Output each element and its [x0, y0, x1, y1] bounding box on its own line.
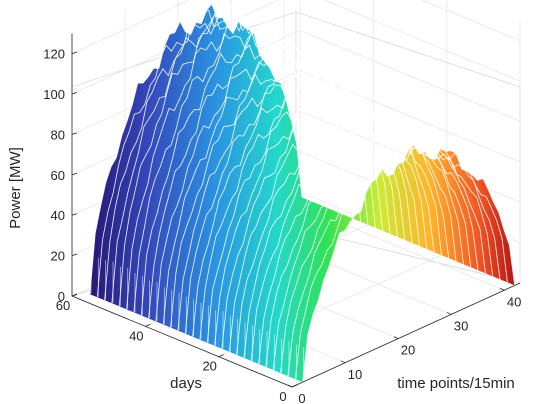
z-tick-mark [71, 132, 78, 135]
day-profile-line [294, 139, 508, 380]
day-profile-line [177, 64, 391, 331]
day-profile-line [126, 13, 340, 310]
x-tick-label: 30 [454, 318, 468, 333]
x-tick-label: 40 [507, 294, 521, 309]
day-profile-line [133, 19, 347, 313]
day-profile-line [111, 4, 325, 304]
y-tick-mark [71, 293, 78, 297]
x-tick-label: 10 [348, 367, 362, 382]
day-profile-line [140, 30, 354, 316]
y-tick-label: 60 [56, 298, 70, 313]
day-profile-line [272, 129, 486, 371]
day-profile-line [155, 43, 369, 322]
z-tick-label: 60 [51, 168, 65, 183]
y-tick-label: 0 [279, 389, 286, 404]
z-tick-label: 100 [43, 87, 65, 102]
surface-body [89, 4, 515, 383]
z-tick-label: 80 [51, 127, 65, 142]
x-tick-mark [393, 336, 399, 339]
axes-frame [71, 33, 521, 388]
y-tick-mark [291, 384, 298, 388]
x-tick-mark [446, 312, 452, 315]
z-tick-mark [71, 213, 78, 216]
x-axis-line [291, 282, 521, 388]
x-tick-label: 20 [401, 343, 415, 358]
z-tick-mark [71, 51, 78, 54]
x-tick-mark [499, 287, 505, 291]
day-profile-line [280, 129, 494, 374]
day-profile-line [199, 80, 413, 340]
y-tick-label: 20 [202, 359, 216, 374]
z-tick-mark [71, 253, 78, 256]
y-tick-mark [218, 354, 224, 358]
day-profile-line [96, 6, 310, 298]
y-axis-line [71, 295, 293, 388]
x-axis-label: time points/15min [397, 375, 515, 392]
z-tick-mark [71, 92, 78, 95]
z-tick-label: 20 [51, 249, 65, 264]
day-profile-line [206, 83, 420, 343]
z-tick-label: 40 [51, 208, 65, 223]
y-axis-label: days [170, 375, 202, 392]
x-tick-mark [287, 384, 293, 388]
x-tick-mark [340, 360, 346, 364]
day-profile-line [89, 3, 303, 295]
day-profile-line [214, 84, 428, 346]
z-tick-label: 0 [58, 289, 65, 304]
z-axis-label: Power [MW] [7, 147, 24, 229]
z-tick-label: 120 [43, 47, 65, 62]
day-profile-line [228, 97, 442, 352]
day-profile-line [302, 144, 516, 383]
x-tick-label: 0 [298, 391, 305, 404]
day-profile-line [265, 123, 479, 368]
z-tick-mark [71, 172, 78, 176]
surface-plot [89, 3, 516, 383]
y-tick-label: 40 [129, 328, 143, 343]
y-tick-mark [145, 323, 151, 327]
